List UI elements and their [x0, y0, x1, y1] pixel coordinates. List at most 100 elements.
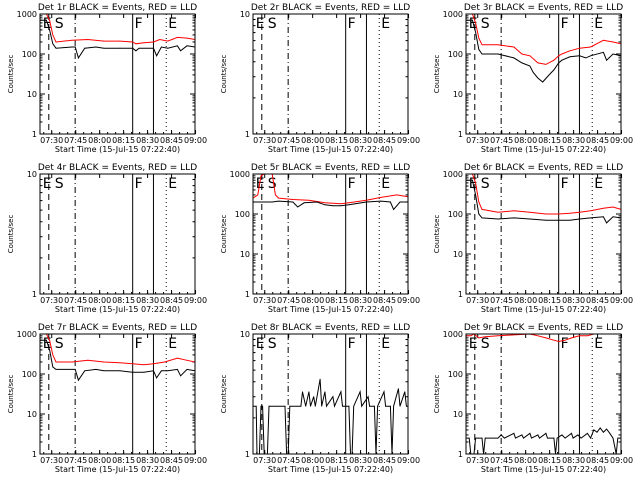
y-tick-label: 1000 [443, 10, 463, 19]
data-point [603, 207, 604, 209]
x-tick-label: 08:00 [301, 136, 324, 145]
x-tick-label: 07:30 [466, 456, 489, 465]
data-point [143, 42, 145, 44]
data-point [603, 51, 604, 53]
data-point [475, 194, 476, 196]
detector-panel: Det 3r BLACK = Events, RED = LLD 1 10 100 10… [433, 3, 633, 154]
x-tick-label: 08:45 [160, 296, 183, 305]
data-point [103, 47, 105, 49]
data-point [340, 203, 342, 205]
data-point [606, 59, 607, 61]
series-line-events [253, 379, 408, 455]
data-point [300, 405, 302, 407]
data-point [161, 46, 162, 48]
data-point [393, 405, 394, 407]
data-point [481, 44, 483, 46]
y-axis-label: Counts/sec [7, 375, 15, 414]
y-tick-label: 1 [245, 130, 250, 139]
data-point [497, 53, 499, 55]
x-tick-label: 08:30 [349, 136, 372, 145]
x-tick-label: 08:15 [112, 456, 135, 465]
y-tick-label: 100 [22, 50, 37, 59]
x-tick-label: 08:00 [514, 296, 537, 305]
data-point [603, 39, 604, 41]
data-point [561, 59, 563, 61]
marker-label: E [256, 176, 265, 192]
data-point [119, 370, 121, 372]
data-point [49, 349, 50, 351]
data-point [478, 37, 480, 39]
x-tick-label: 08:00 [88, 456, 111, 465]
data-point [603, 216, 604, 218]
plot-frame [39, 173, 196, 295]
y-axis-label: Counts/sec [433, 55, 441, 94]
x-tick-label: 09:00 [610, 456, 633, 465]
data-point [119, 362, 121, 364]
data-point [284, 405, 286, 407]
plot-frame [465, 173, 622, 295]
data-point [46, 19, 47, 21]
x-axis-label: Start Time (15-Jul-15 07:22:40) [481, 305, 606, 314]
y-tick-label: 10 [453, 410, 463, 419]
data-point [84, 47, 86, 49]
y-tick-label: 10 [453, 90, 463, 99]
data-point [481, 437, 483, 439]
data-point [46, 339, 47, 341]
data-point [529, 432, 531, 434]
y-tick-label: 10 [27, 90, 37, 99]
data-point [475, 22, 476, 24]
panel-title: Det 3r BLACK = Events, RED = LLD [464, 3, 623, 13]
data-point [87, 359, 89, 361]
data-point [180, 50, 182, 52]
x-tick-label: 07:30 [40, 296, 63, 305]
data-point [159, 39, 161, 40]
data-point [406, 405, 407, 407]
data-point [49, 29, 50, 31]
data-point [390, 405, 391, 407]
data-point [321, 405, 323, 407]
data-point [71, 39, 73, 41]
marker-label: F [135, 176, 143, 192]
data-point [95, 46, 97, 48]
plot-frame [252, 13, 409, 135]
series-line-events [466, 19, 622, 83]
marker-label: F [348, 176, 356, 192]
data-point [78, 379, 79, 381]
data-point [334, 405, 335, 407]
x-tick-label: 07:45 [277, 136, 300, 145]
y-axis-label: Counts/sec [7, 55, 15, 94]
data-point [500, 434, 502, 436]
data-point [472, 19, 473, 21]
x-tick-label: 07:30 [253, 296, 276, 305]
data-point [177, 357, 178, 359]
data-point [523, 437, 524, 439]
data-point [164, 361, 166, 363]
y-tick-label: 1 [32, 290, 37, 299]
x-axis-label: Start Time (15-Jul-15 07:22:40) [55, 145, 180, 154]
data-point [186, 45, 188, 47]
data-point [153, 41, 154, 43]
detector-panel: Det 5r BLACK = Events, RED = LLD 1 10 100 10… [220, 163, 420, 314]
y-tick-label: 1000 [230, 170, 250, 179]
data-point [497, 437, 499, 439]
data-point [153, 370, 154, 372]
x-tick-label: 08:30 [349, 456, 372, 465]
y-axis-label: Counts/sec [433, 375, 441, 414]
x-tick-label: 08:15 [538, 456, 561, 465]
data-point [579, 47, 580, 49]
data-point [153, 47, 154, 49]
data-point [497, 218, 499, 220]
data-point [398, 388, 399, 390]
data-point [292, 199, 294, 200]
x-tick-label: 07:30 [40, 136, 63, 145]
data-point [316, 201, 318, 203]
data-point [547, 437, 548, 439]
series-line-events [466, 427, 621, 455]
data-point [587, 335, 588, 337]
x-tick-label: 08:00 [88, 136, 111, 145]
panel-title: Det 2r BLACK = Events, RED = LLD [251, 3, 410, 13]
data-point [186, 359, 188, 361]
data-point [548, 74, 550, 76]
y-axis-label: Counts/sec [220, 55, 228, 94]
data-point [545, 432, 547, 434]
